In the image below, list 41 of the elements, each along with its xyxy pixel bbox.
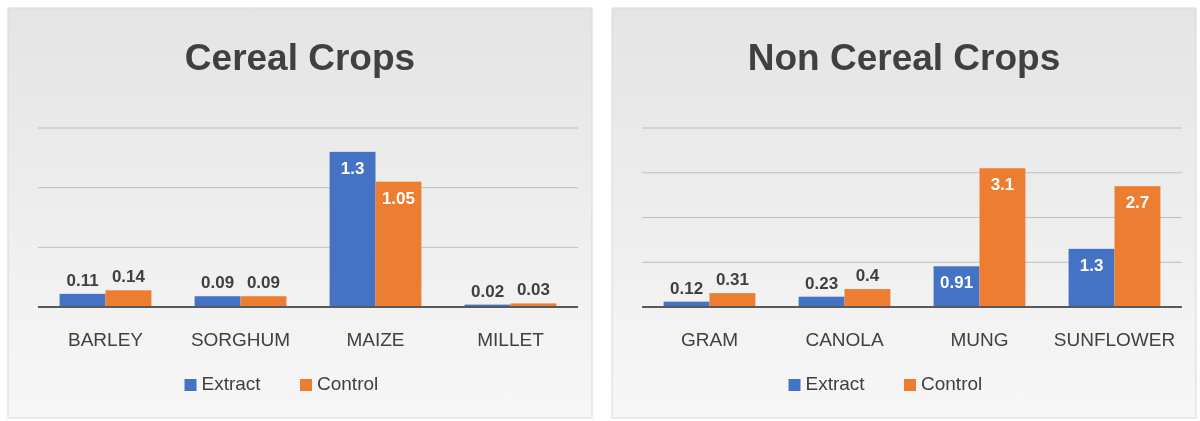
data-label: 0.31 — [715, 270, 749, 290]
data-label: 0.4 — [855, 266, 880, 286]
data-label: 0.09 — [246, 273, 280, 293]
chart-title: Cereal Crops — [184, 37, 416, 78]
data-label: 0.14 — [111, 267, 146, 287]
data-label: 0.23 — [805, 273, 839, 293]
chart-title: Non Cereal Crops — [747, 37, 1061, 78]
bar — [375, 181, 422, 307]
x-tick-label: SUNFLOWER — [1053, 329, 1176, 350]
legend-label: Control — [317, 373, 379, 394]
legend-label: Extract — [805, 373, 866, 394]
x-tick-label: MILLET — [477, 329, 545, 350]
legend-label: Control — [921, 373, 983, 394]
x-tick-label: BARLEY — [68, 329, 144, 350]
x-tick-label: CANOLA — [805, 329, 884, 350]
data-label: 0.12 — [670, 278, 704, 298]
data-label: 0.91 — [940, 273, 974, 293]
data-label: 0.09 — [201, 273, 235, 293]
bar — [1068, 248, 1115, 307]
data-label: 0.11 — [66, 270, 99, 290]
legend-label: Extract — [201, 373, 262, 394]
x-tick-label: GRAM — [681, 329, 738, 350]
data-label: 0.03 — [516, 280, 550, 300]
bar — [979, 168, 1026, 307]
data-label: 1.05 — [381, 188, 415, 208]
x-tick-label: MAIZE — [346, 329, 405, 350]
bar — [59, 293, 106, 307]
data-label: 3.1 — [990, 175, 1015, 195]
data-label: 1.3 — [340, 158, 365, 178]
data-label: 2.7 — [1125, 193, 1150, 213]
bar — [194, 296, 241, 307]
bar — [844, 289, 891, 307]
bar — [1114, 186, 1161, 307]
data-label: 0.02 — [471, 281, 505, 301]
x-tick-label: SORGHUM — [190, 329, 291, 350]
bar — [240, 296, 287, 307]
bar — [709, 293, 756, 307]
x-tick-label: MUNG — [950, 329, 1009, 350]
bar — [105, 290, 152, 307]
data-label: 1.3 — [1079, 255, 1104, 275]
bar — [329, 151, 376, 307]
